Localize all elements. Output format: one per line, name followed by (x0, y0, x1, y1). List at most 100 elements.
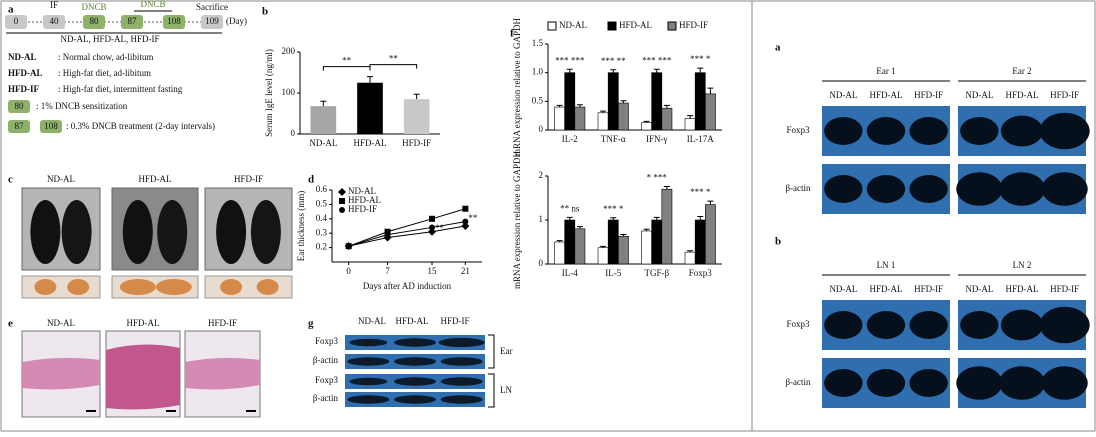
series-line (348, 225, 466, 247)
marker (461, 222, 470, 230)
tissue-section (106, 344, 180, 410)
day-label: 87 (15, 121, 25, 131)
band (909, 117, 948, 145)
error-bar (576, 226, 583, 229)
lane-label: HFD-IF (440, 316, 469, 326)
tissue (220, 279, 243, 295)
error-bar (653, 216, 660, 220)
error-bar (600, 245, 607, 248)
error-bar (413, 93, 420, 100)
bar (684, 118, 696, 131)
x-tick-label: 21 (461, 266, 470, 276)
bracket (322, 66, 371, 71)
marker (339, 207, 345, 213)
mouse (157, 200, 188, 264)
day-label: 0 (14, 16, 19, 26)
error-bar (620, 234, 627, 237)
lane-label: HFD-IF (1050, 284, 1079, 294)
bar (574, 228, 586, 265)
marker (339, 198, 345, 204)
day-label: 108 (44, 121, 58, 131)
marker (338, 188, 346, 196)
series-line (348, 221, 466, 247)
y-tick-label: 200 (282, 46, 296, 56)
legend-label: HFD-IF (679, 20, 708, 30)
significance: *** * (690, 54, 711, 64)
x-tick-label: 15 (428, 266, 438, 276)
x-tick-label: IL-5 (605, 268, 621, 278)
y-tick-label: 1 (539, 214, 544, 224)
marker (428, 227, 436, 236)
row-label: Foxp3 (315, 375, 339, 385)
band (347, 357, 390, 366)
panel-letter: b (775, 236, 781, 248)
timeline-mark: IF (50, 0, 58, 10)
y-axis-label: mRNA expression relative to GAPDH (512, 18, 522, 156)
tissue-section (185, 357, 260, 390)
row-label: β-actin (313, 355, 339, 365)
lane-label: HFD-IF (914, 90, 943, 100)
bar (641, 230, 652, 265)
photo-label: HFD-IF (234, 174, 263, 184)
marker (462, 205, 469, 212)
band (1039, 306, 1090, 344)
day-box (43, 15, 65, 29)
y-axis-label: mRNA expression relative to GAPDH (512, 151, 522, 289)
band (956, 172, 1003, 206)
row-label: β-actin (313, 393, 339, 403)
band (1000, 115, 1044, 147)
lane-label: HFD-AL (1006, 284, 1039, 294)
bar (684, 251, 696, 265)
panel-letter: g (308, 318, 314, 330)
legend-label: ND-AL (559, 20, 587, 30)
marker (345, 243, 352, 250)
significance: * *** (647, 173, 668, 183)
band (349, 338, 388, 347)
day-label: 80 (15, 101, 25, 111)
legend-swatch (607, 21, 617, 31)
panel-letter: b (262, 6, 268, 18)
row-label: β-actin (785, 377, 811, 387)
y-tick-label: 0 (539, 124, 544, 134)
y-tick-label: 100 (282, 87, 296, 97)
band (909, 369, 948, 397)
lane-label: ND-AL (358, 316, 386, 326)
lane-label: HFD-AL (870, 284, 903, 294)
band (1000, 309, 1044, 341)
significance: ** (389, 54, 399, 64)
legend-label: HFD-AL (619, 20, 652, 30)
day-box (8, 120, 30, 133)
x-tick-label: HFD-AL (354, 138, 387, 148)
day-box (8, 100, 30, 113)
band (1041, 172, 1088, 206)
bar (705, 93, 716, 131)
row-label: β-actin (785, 183, 811, 193)
bracket (488, 334, 495, 369)
photo-label: HFD-AL (139, 174, 172, 184)
bar (554, 241, 565, 265)
day-label: 87 (128, 16, 138, 26)
x-tick-label: TGF-β (644, 268, 669, 278)
bar (618, 235, 629, 265)
error-bar (576, 104, 583, 108)
x-tick-label: 7 (385, 266, 390, 276)
panel-letter: a (8, 4, 14, 16)
tissue (67, 279, 90, 295)
error-bar (566, 68, 573, 73)
marker (384, 231, 391, 238)
bar (694, 219, 706, 265)
legend-desc: : 1% DNCB sensitization (36, 101, 128, 111)
photo (204, 275, 293, 299)
lane-label: HFD-AL (396, 316, 429, 326)
significance: ** (342, 56, 352, 66)
row-label: Foxp3 (786, 125, 810, 135)
legend-label: HFD-AL (348, 195, 381, 205)
y-tick-label: 1.0 (532, 67, 544, 77)
bar (607, 72, 619, 131)
y-tick-label: 0 (291, 128, 296, 138)
bracket (369, 64, 418, 69)
day-box (83, 15, 105, 29)
panel-letter: f (510, 28, 514, 40)
x-tick-label: 0 (346, 266, 351, 276)
